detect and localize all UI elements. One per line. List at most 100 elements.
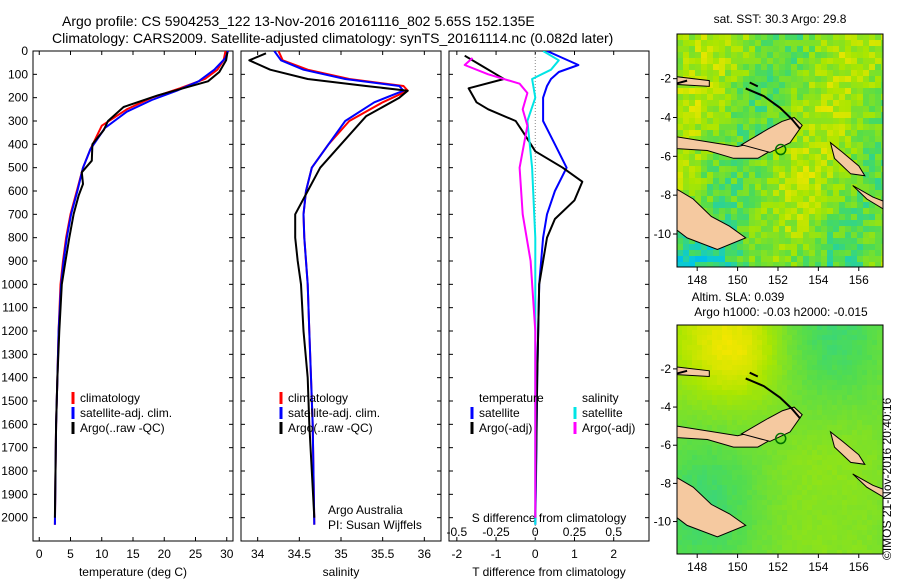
map-cell xyxy=(752,370,757,375)
map-cell xyxy=(797,470,802,475)
map-cell xyxy=(827,475,832,480)
map-cell xyxy=(822,450,827,455)
map-cell xyxy=(791,106,797,112)
map-cell xyxy=(682,475,687,480)
map-cell xyxy=(757,375,762,380)
map-cell xyxy=(787,480,792,485)
map-cell xyxy=(731,196,737,202)
map-cell xyxy=(833,64,839,70)
map-cell xyxy=(732,345,737,350)
map-cell xyxy=(809,178,815,184)
map-cell xyxy=(881,130,883,136)
map-cell xyxy=(757,385,762,390)
map-cell xyxy=(752,540,757,545)
map-cell xyxy=(821,136,827,142)
map-cell xyxy=(872,495,877,500)
map-cell xyxy=(851,256,857,262)
map-cell xyxy=(787,490,792,495)
map-cell xyxy=(827,415,832,420)
map-cell xyxy=(863,70,869,76)
map-cell xyxy=(777,460,782,465)
map-cell xyxy=(872,510,877,515)
map-cell xyxy=(867,510,872,515)
temperature-xlabel: temperature (deg C) xyxy=(79,565,187,579)
map-cell xyxy=(807,415,812,420)
map-cell xyxy=(877,545,882,550)
map-cell xyxy=(767,232,773,238)
map-cell xyxy=(822,535,827,540)
map-cell xyxy=(807,460,812,465)
map-cell xyxy=(725,178,731,184)
map-cell xyxy=(727,475,732,480)
map-cell xyxy=(737,375,742,380)
map-cell xyxy=(832,385,837,390)
map-cell xyxy=(815,112,821,118)
map-cell xyxy=(797,190,803,196)
map-cell xyxy=(752,550,757,554)
map-cell xyxy=(847,345,852,350)
map-cell xyxy=(742,390,747,395)
map-cell xyxy=(713,262,719,267)
map-cell xyxy=(725,214,731,220)
map-cell xyxy=(815,196,821,202)
map-cell xyxy=(857,136,863,142)
map-cell xyxy=(839,142,845,148)
map-cell xyxy=(689,70,695,76)
map-cell xyxy=(797,232,803,238)
map-cell xyxy=(862,440,867,445)
map-cell xyxy=(869,166,875,172)
sla-map-subtitle: Argo h1000: -0.03 h2000: -0.015 xyxy=(694,305,868,319)
map-x-tick-label: 156 xyxy=(849,560,869,574)
map-cell xyxy=(839,106,845,112)
map-cell xyxy=(722,365,727,370)
map-cell xyxy=(737,58,743,64)
map-cell xyxy=(767,178,773,184)
map-cell xyxy=(717,390,722,395)
map-cell xyxy=(725,166,731,172)
map-cell xyxy=(809,184,815,190)
map-cell xyxy=(863,202,869,208)
map-cell xyxy=(777,450,782,455)
map-cell xyxy=(701,244,707,250)
map-cell xyxy=(827,250,833,256)
map-cell xyxy=(777,495,782,500)
map-cell xyxy=(877,365,882,370)
map-cell xyxy=(817,460,822,465)
map-cell xyxy=(867,550,872,554)
map-cell xyxy=(687,355,692,360)
map-cell xyxy=(743,166,749,172)
map-cell xyxy=(773,184,779,190)
map-cell xyxy=(717,455,722,460)
map-cell xyxy=(809,58,815,64)
map-cell xyxy=(752,515,757,520)
map-cell xyxy=(869,58,875,64)
map-cell xyxy=(689,148,695,154)
map-cell xyxy=(815,262,821,267)
map-cell xyxy=(812,550,817,554)
map-cell xyxy=(857,360,862,365)
map-cell xyxy=(777,350,782,355)
map-cell xyxy=(867,380,872,385)
map-cell xyxy=(722,370,727,375)
map-cell xyxy=(701,58,707,64)
map-cell xyxy=(803,208,809,214)
map-cell xyxy=(787,515,792,520)
map-cell xyxy=(862,345,867,350)
map-cell xyxy=(743,130,749,136)
map-cell xyxy=(762,400,767,405)
map-cell xyxy=(767,395,772,400)
map-cell xyxy=(787,395,792,400)
map-cell xyxy=(732,465,737,470)
map-cell xyxy=(777,545,782,550)
map-cell xyxy=(749,166,755,172)
map-cell xyxy=(713,196,719,202)
map-cell xyxy=(773,118,779,124)
map-cell xyxy=(827,34,833,40)
map-cell xyxy=(743,40,749,46)
map-cell xyxy=(747,325,752,330)
map-cell xyxy=(687,395,692,400)
map-cell xyxy=(875,64,881,70)
map-cell xyxy=(847,395,852,400)
map-cell xyxy=(737,410,742,415)
map-cell xyxy=(802,325,807,330)
